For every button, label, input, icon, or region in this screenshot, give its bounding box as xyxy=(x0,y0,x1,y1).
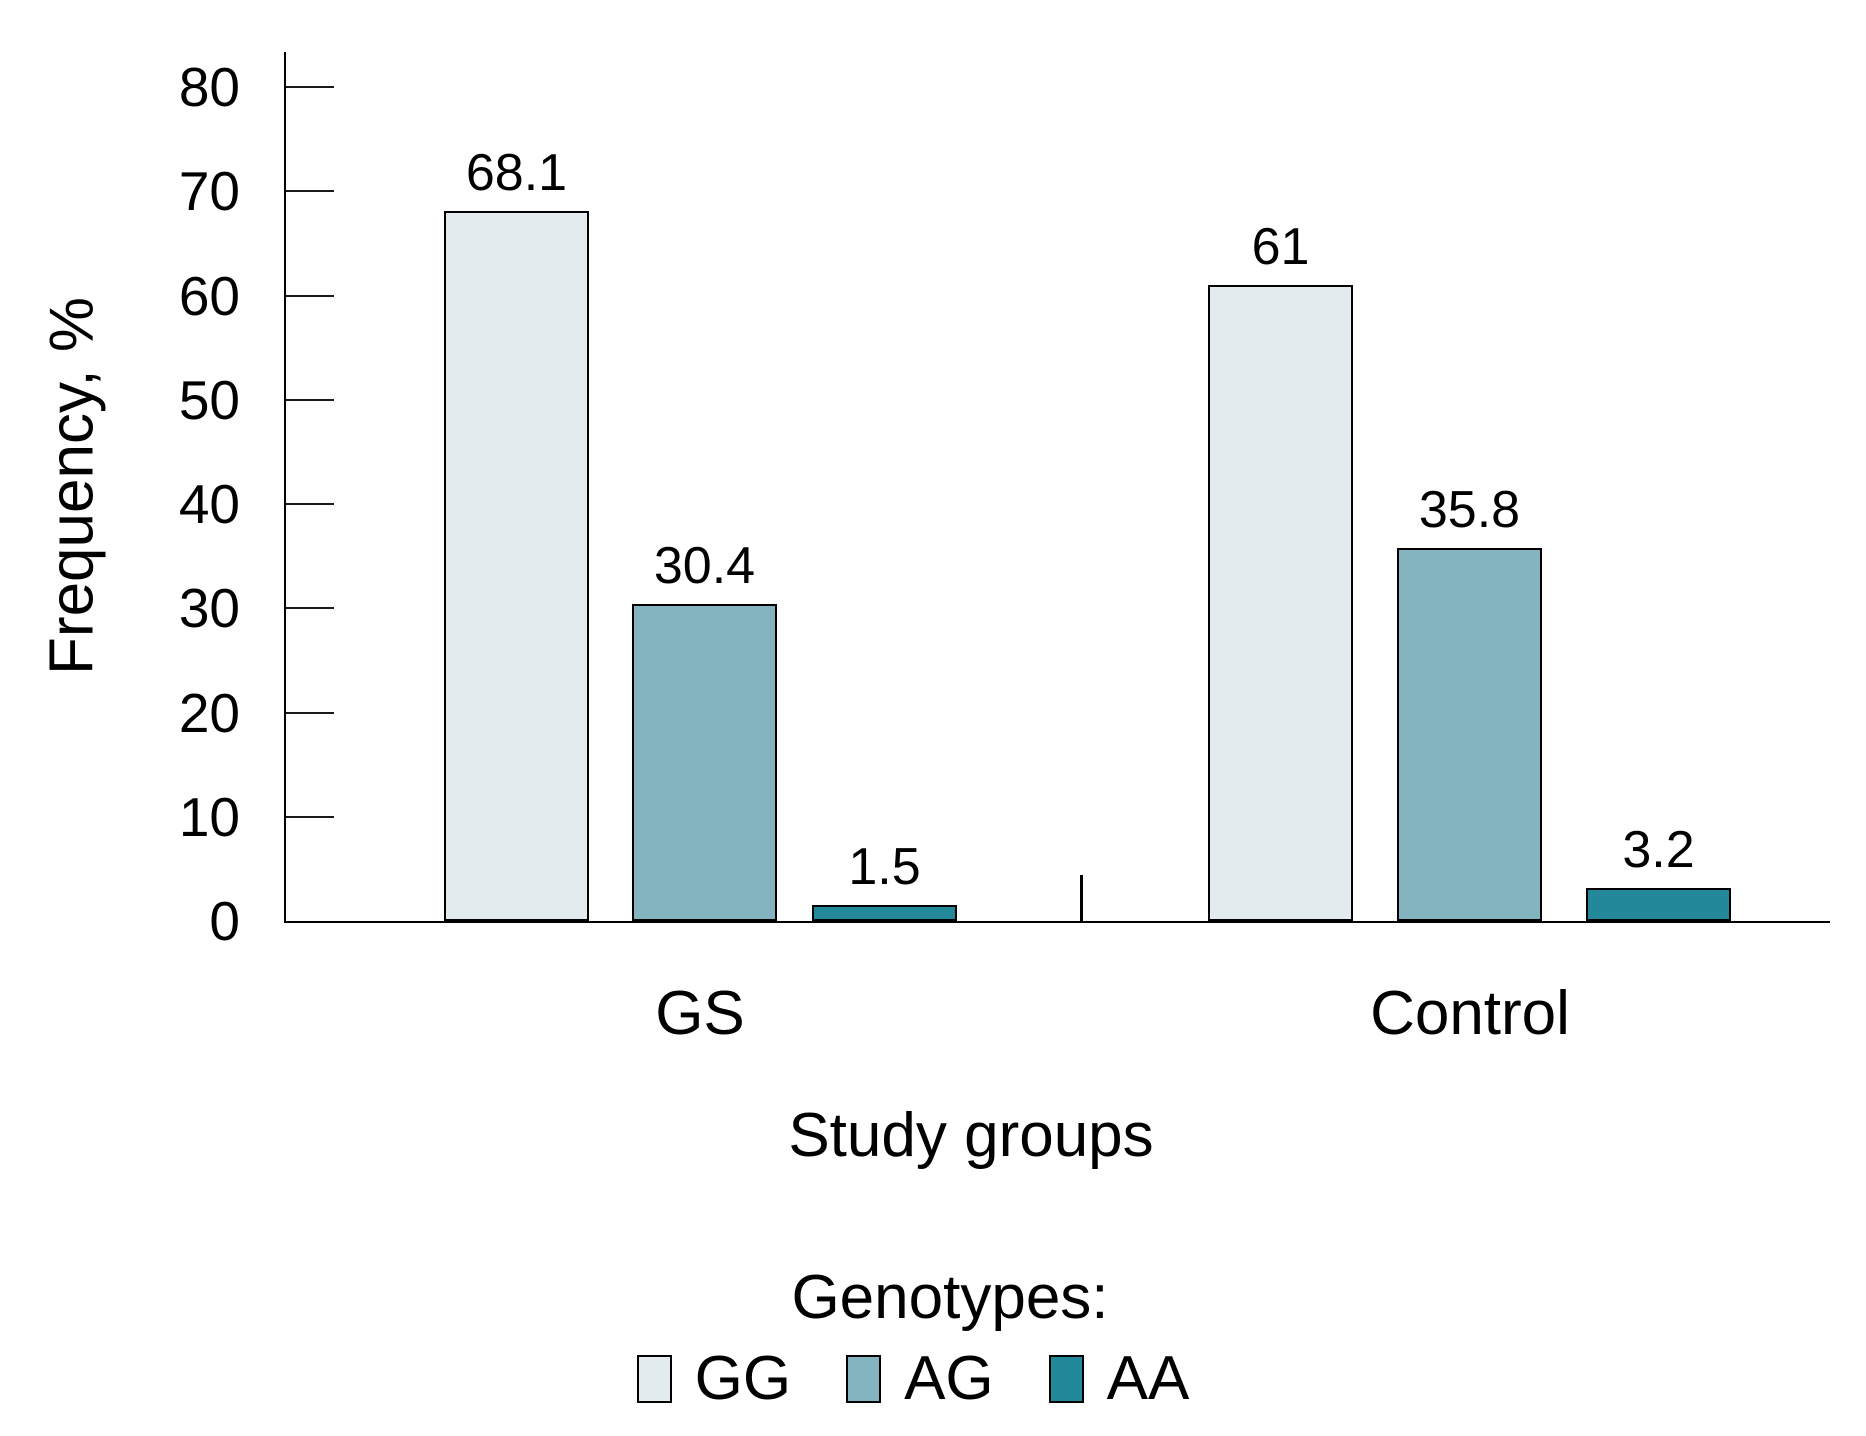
bar-Control-AA xyxy=(1586,888,1731,921)
y-tick-10 xyxy=(286,815,334,818)
category-label-GS: GS xyxy=(655,979,745,1048)
y-tick-label-30: 30 xyxy=(178,577,240,640)
y-tick-label-70: 70 xyxy=(178,160,240,223)
y-tick-label-20: 20 xyxy=(178,681,240,744)
legend-swatch-AG xyxy=(846,1355,882,1403)
bar-GS-GG xyxy=(444,211,589,921)
bar-value-GS-GG: 68.1 xyxy=(465,144,568,202)
y-tick-label-10: 10 xyxy=(178,785,240,848)
y-tick-label-0: 0 xyxy=(209,890,240,952)
x-axis-title: Study groups xyxy=(788,1101,1154,1170)
legend-label-AG: AG xyxy=(904,1344,994,1413)
y-tick-label-80: 80 xyxy=(178,56,240,118)
y-axis-line xyxy=(284,52,286,921)
y-tick-50 xyxy=(286,398,334,401)
y-tick-80 xyxy=(286,86,334,88)
legend-item-AG: AG xyxy=(846,1348,994,1410)
category-label-Control: Control xyxy=(1370,979,1570,1048)
legend-swatch-AA xyxy=(1048,1355,1084,1403)
legend-label-AA: AA xyxy=(1106,1344,1190,1413)
legend: GG AG AA xyxy=(0,1348,1826,1410)
category-separator-tick xyxy=(1080,875,1083,921)
y-tick-label-50: 50 xyxy=(178,368,240,431)
x-axis-line xyxy=(284,921,1830,923)
bar-GS-AA xyxy=(812,905,957,921)
y-tick-30 xyxy=(286,607,334,610)
bar-value-Control-AA: 3.2 xyxy=(1622,821,1695,879)
y-tick-60 xyxy=(286,294,334,297)
bar-Control-AG xyxy=(1397,548,1542,921)
y-tick-label-60: 60 xyxy=(178,264,240,327)
legend-label-GG: GG xyxy=(694,1344,792,1413)
bar-value-GS-AA: 1.5 xyxy=(848,838,921,896)
legend-title: Genotypes: xyxy=(791,1263,1109,1332)
y-tick-20 xyxy=(286,711,334,714)
legend-item-AA: AA xyxy=(1048,1344,1190,1413)
bar-value-Control-AG: 35.8 xyxy=(1418,481,1521,539)
bar-Control-GG xyxy=(1208,285,1353,921)
bar-value-Control-GG: 61 xyxy=(1251,218,1310,276)
y-tick-70 xyxy=(286,190,334,193)
bar-value-GS-AG: 30.4 xyxy=(653,537,756,595)
legend-swatch-GG xyxy=(636,1355,672,1403)
y-tick-label-40: 40 xyxy=(178,473,240,535)
legend-item-GG: GG xyxy=(636,1344,792,1413)
bar-GS-AG xyxy=(632,604,777,921)
y-tick-40 xyxy=(286,503,334,505)
